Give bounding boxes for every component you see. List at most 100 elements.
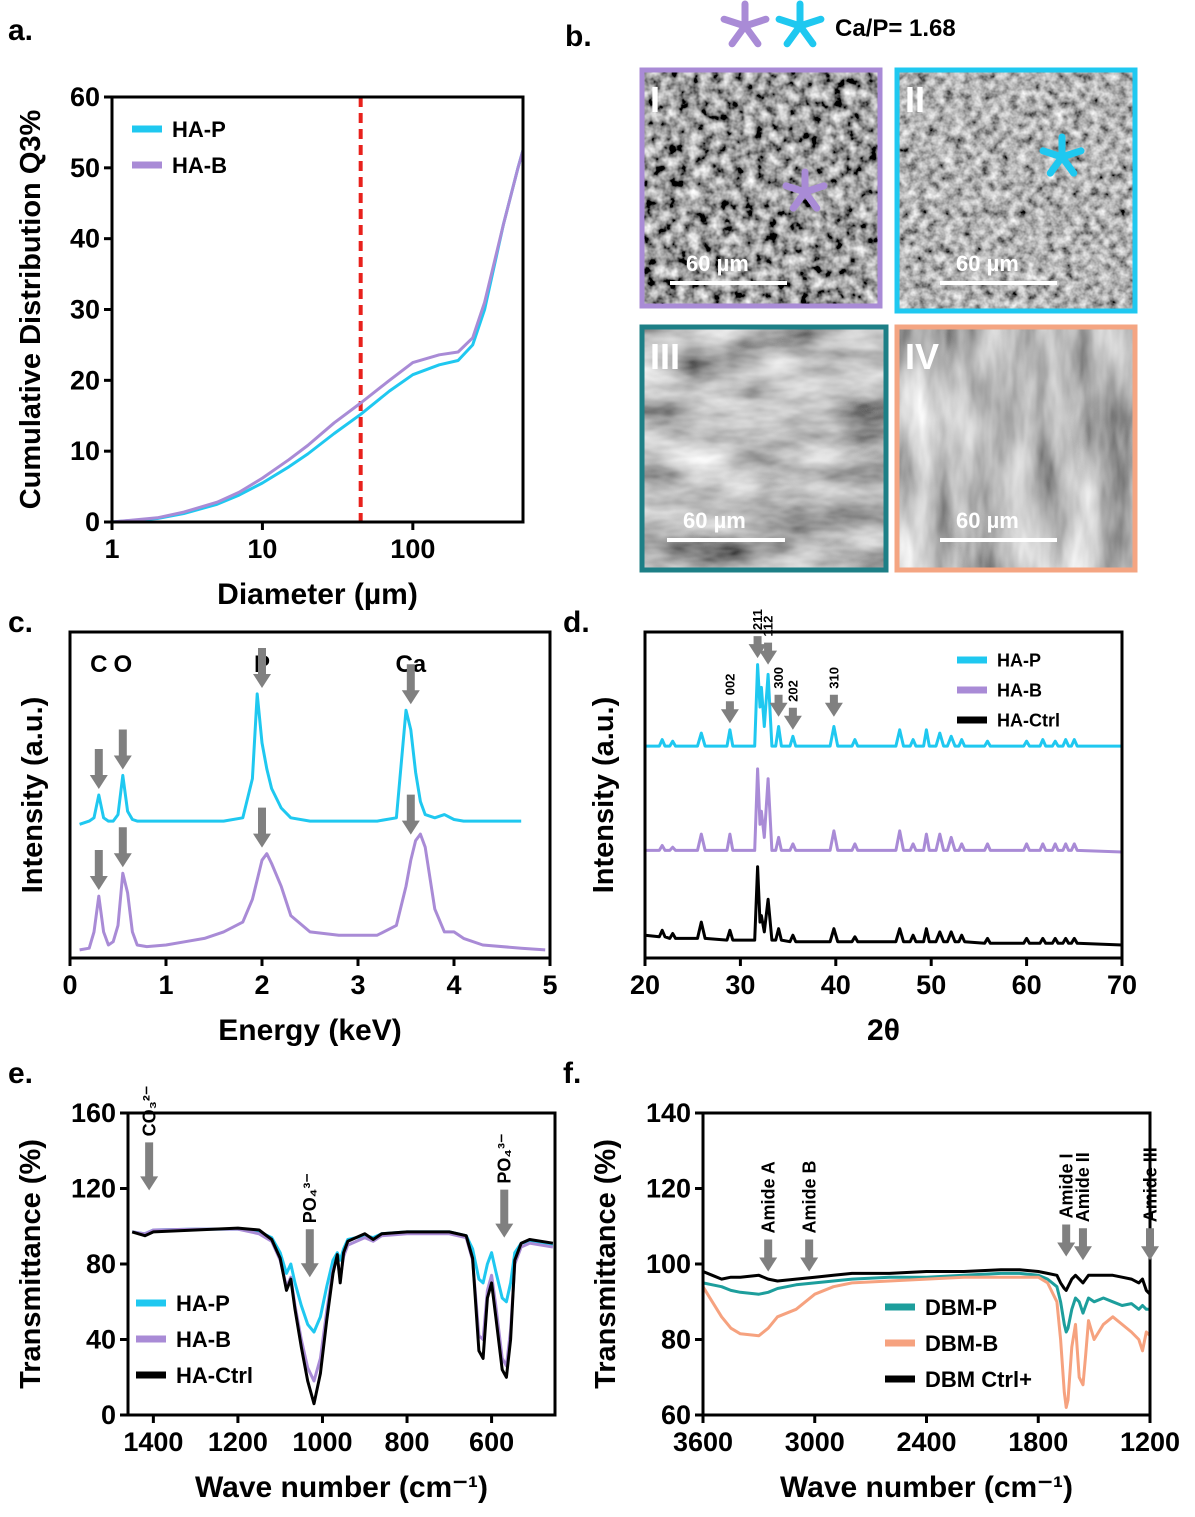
- chart: f. 3600 3000 2400 1800 1200 60 80 100 120 140 Wave …: [563, 1057, 1180, 1504]
- sem-image: [897, 327, 1135, 570]
- x-tick-label: 1: [104, 534, 119, 564]
- series-line: [645, 767, 1123, 854]
- peak-label: Amide A: [758, 1161, 778, 1233]
- y-axis-title: Cumulative Distribution Q3%: [15, 109, 47, 509]
- peak-label: 112: [761, 616, 776, 637]
- peak-arrow: [1057, 1224, 1076, 1257]
- sem-border: [894, 324, 1138, 573]
- peak-label: 211: [750, 609, 765, 630]
- peak-label: CO₃²⁻: [139, 1086, 159, 1137]
- peak-arrow: [748, 636, 767, 659]
- legend-label: DBM-B: [925, 1331, 998, 1356]
- sem-image: [897, 70, 1135, 311]
- y-axis-title: Transmittance (%): [590, 1139, 622, 1389]
- peak-arrow: [401, 664, 420, 705]
- scale-bar-label: 60 µm: [683, 508, 746, 533]
- peak-arrow: [140, 1142, 159, 1191]
- sem-border: [894, 67, 1138, 314]
- y-axis-title: Transmittance (%): [15, 1139, 47, 1389]
- legend-label: DBM Ctrl+: [925, 1367, 1032, 1392]
- panel-label: b.: [565, 20, 592, 53]
- peak-label: Amide B: [799, 1161, 819, 1234]
- y-tick-label: 0: [85, 507, 100, 537]
- x-axis-title: Wave number (cm⁻¹): [780, 1471, 1073, 1504]
- peak-arrow: [300, 1229, 319, 1278]
- peak-arrow: [89, 749, 108, 789]
- legend-label: HA-Ctrl: [997, 710, 1060, 730]
- x-axis-title: 2θ: [867, 1014, 900, 1047]
- sem-image: [642, 70, 880, 306]
- series-line: [111, 149, 525, 524]
- y-tick-label: 80: [661, 1325, 691, 1355]
- legend-label: HA-P: [172, 117, 226, 142]
- x-axis-title: Wave number (cm⁻¹): [195, 1471, 488, 1504]
- peak-label: PO₄³⁻: [300, 1173, 320, 1223]
- x-tick-label: 20: [630, 970, 660, 1000]
- y-axis-title: Intensity (a.u.): [588, 697, 620, 894]
- peak-arrow: [253, 647, 271, 688]
- peak-arrow: [759, 1239, 778, 1272]
- y-axis-title: Intensity (a.u.): [17, 697, 49, 894]
- peak-label: C: [90, 651, 107, 678]
- series-line: [702, 1271, 1150, 1334]
- y-tick-label: 40: [70, 224, 100, 254]
- plot-frame: [643, 630, 1124, 960]
- peak-label: O: [113, 651, 132, 678]
- peak-label: 310: [826, 667, 841, 689]
- y-tick-label: 50: [70, 153, 100, 183]
- series-line: [702, 1268, 1152, 1296]
- sem-border: [639, 324, 889, 573]
- x-tick-label: 3600: [673, 1427, 733, 1457]
- peak-arrow: [720, 701, 739, 724]
- y-tick-label: 120: [71, 1174, 116, 1204]
- panel-label: c.: [8, 606, 33, 639]
- x-tick-label: 0: [62, 970, 77, 1000]
- peak-label: 300: [771, 667, 786, 689]
- scale-bar-label: 60 µm: [956, 251, 1019, 276]
- peak-arrow: [113, 827, 132, 868]
- x-tick-label: 50: [916, 970, 946, 1000]
- header-star: [720, 0, 770, 48]
- scale-bar-label: 60 µm: [956, 508, 1019, 533]
- series-line: [79, 692, 522, 826]
- x-tick-label: 3: [350, 970, 365, 1000]
- peak-arrow: [769, 694, 788, 717]
- sem-caption: Ca/P= 1.68: [835, 15, 956, 42]
- chart: e. 1400 1200 1000 800 600 0 40 80 120 160 Wave numb…: [8, 1057, 557, 1504]
- panel-label: d.: [563, 606, 590, 639]
- x-tick-label: 40: [821, 970, 851, 1000]
- legend-label: DBM-P: [925, 1295, 997, 1320]
- x-tick-label: 1800: [1008, 1427, 1068, 1457]
- y-tick-label: 10: [70, 436, 100, 466]
- x-tick-label: 10: [247, 534, 277, 564]
- peak-arrow: [759, 642, 778, 665]
- sem-star: [782, 168, 828, 212]
- peak-arrow: [253, 807, 271, 848]
- x-tick-label: 3000: [785, 1427, 845, 1457]
- scale-bar-label: 60 µm: [686, 251, 749, 276]
- peak-arrow: [824, 694, 843, 717]
- x-tick-label: 1400: [123, 1427, 183, 1457]
- legend-label: HA-B: [176, 1327, 231, 1352]
- x-tick-label: 5: [542, 970, 557, 1000]
- y-tick-label: 40: [86, 1325, 116, 1355]
- peak-arrow: [113, 729, 132, 770]
- y-tick-label: 0: [101, 1400, 116, 1430]
- x-tick-label: 30: [725, 970, 755, 1000]
- peak-arrow: [401, 794, 420, 835]
- x-tick-label: 70: [1107, 970, 1137, 1000]
- x-axis-title: Energy (keV): [218, 1014, 401, 1047]
- sem-border: [639, 67, 883, 309]
- x-tick-label: 2400: [896, 1427, 956, 1457]
- x-tick-label: 100: [390, 534, 435, 564]
- series-line: [645, 663, 1122, 748]
- y-tick-label: 140: [646, 1098, 691, 1128]
- chart: d. 20 30 40 50 60 70 2θ Intensity (a.u.) 002 21111…: [563, 606, 1137, 1047]
- peak-label: Amide II: [1073, 1152, 1093, 1222]
- legend-label: HA-P: [997, 650, 1041, 670]
- y-tick-label: 30: [70, 295, 100, 325]
- peak-label: 202: [785, 680, 800, 702]
- legend-label: HA-B: [997, 680, 1042, 700]
